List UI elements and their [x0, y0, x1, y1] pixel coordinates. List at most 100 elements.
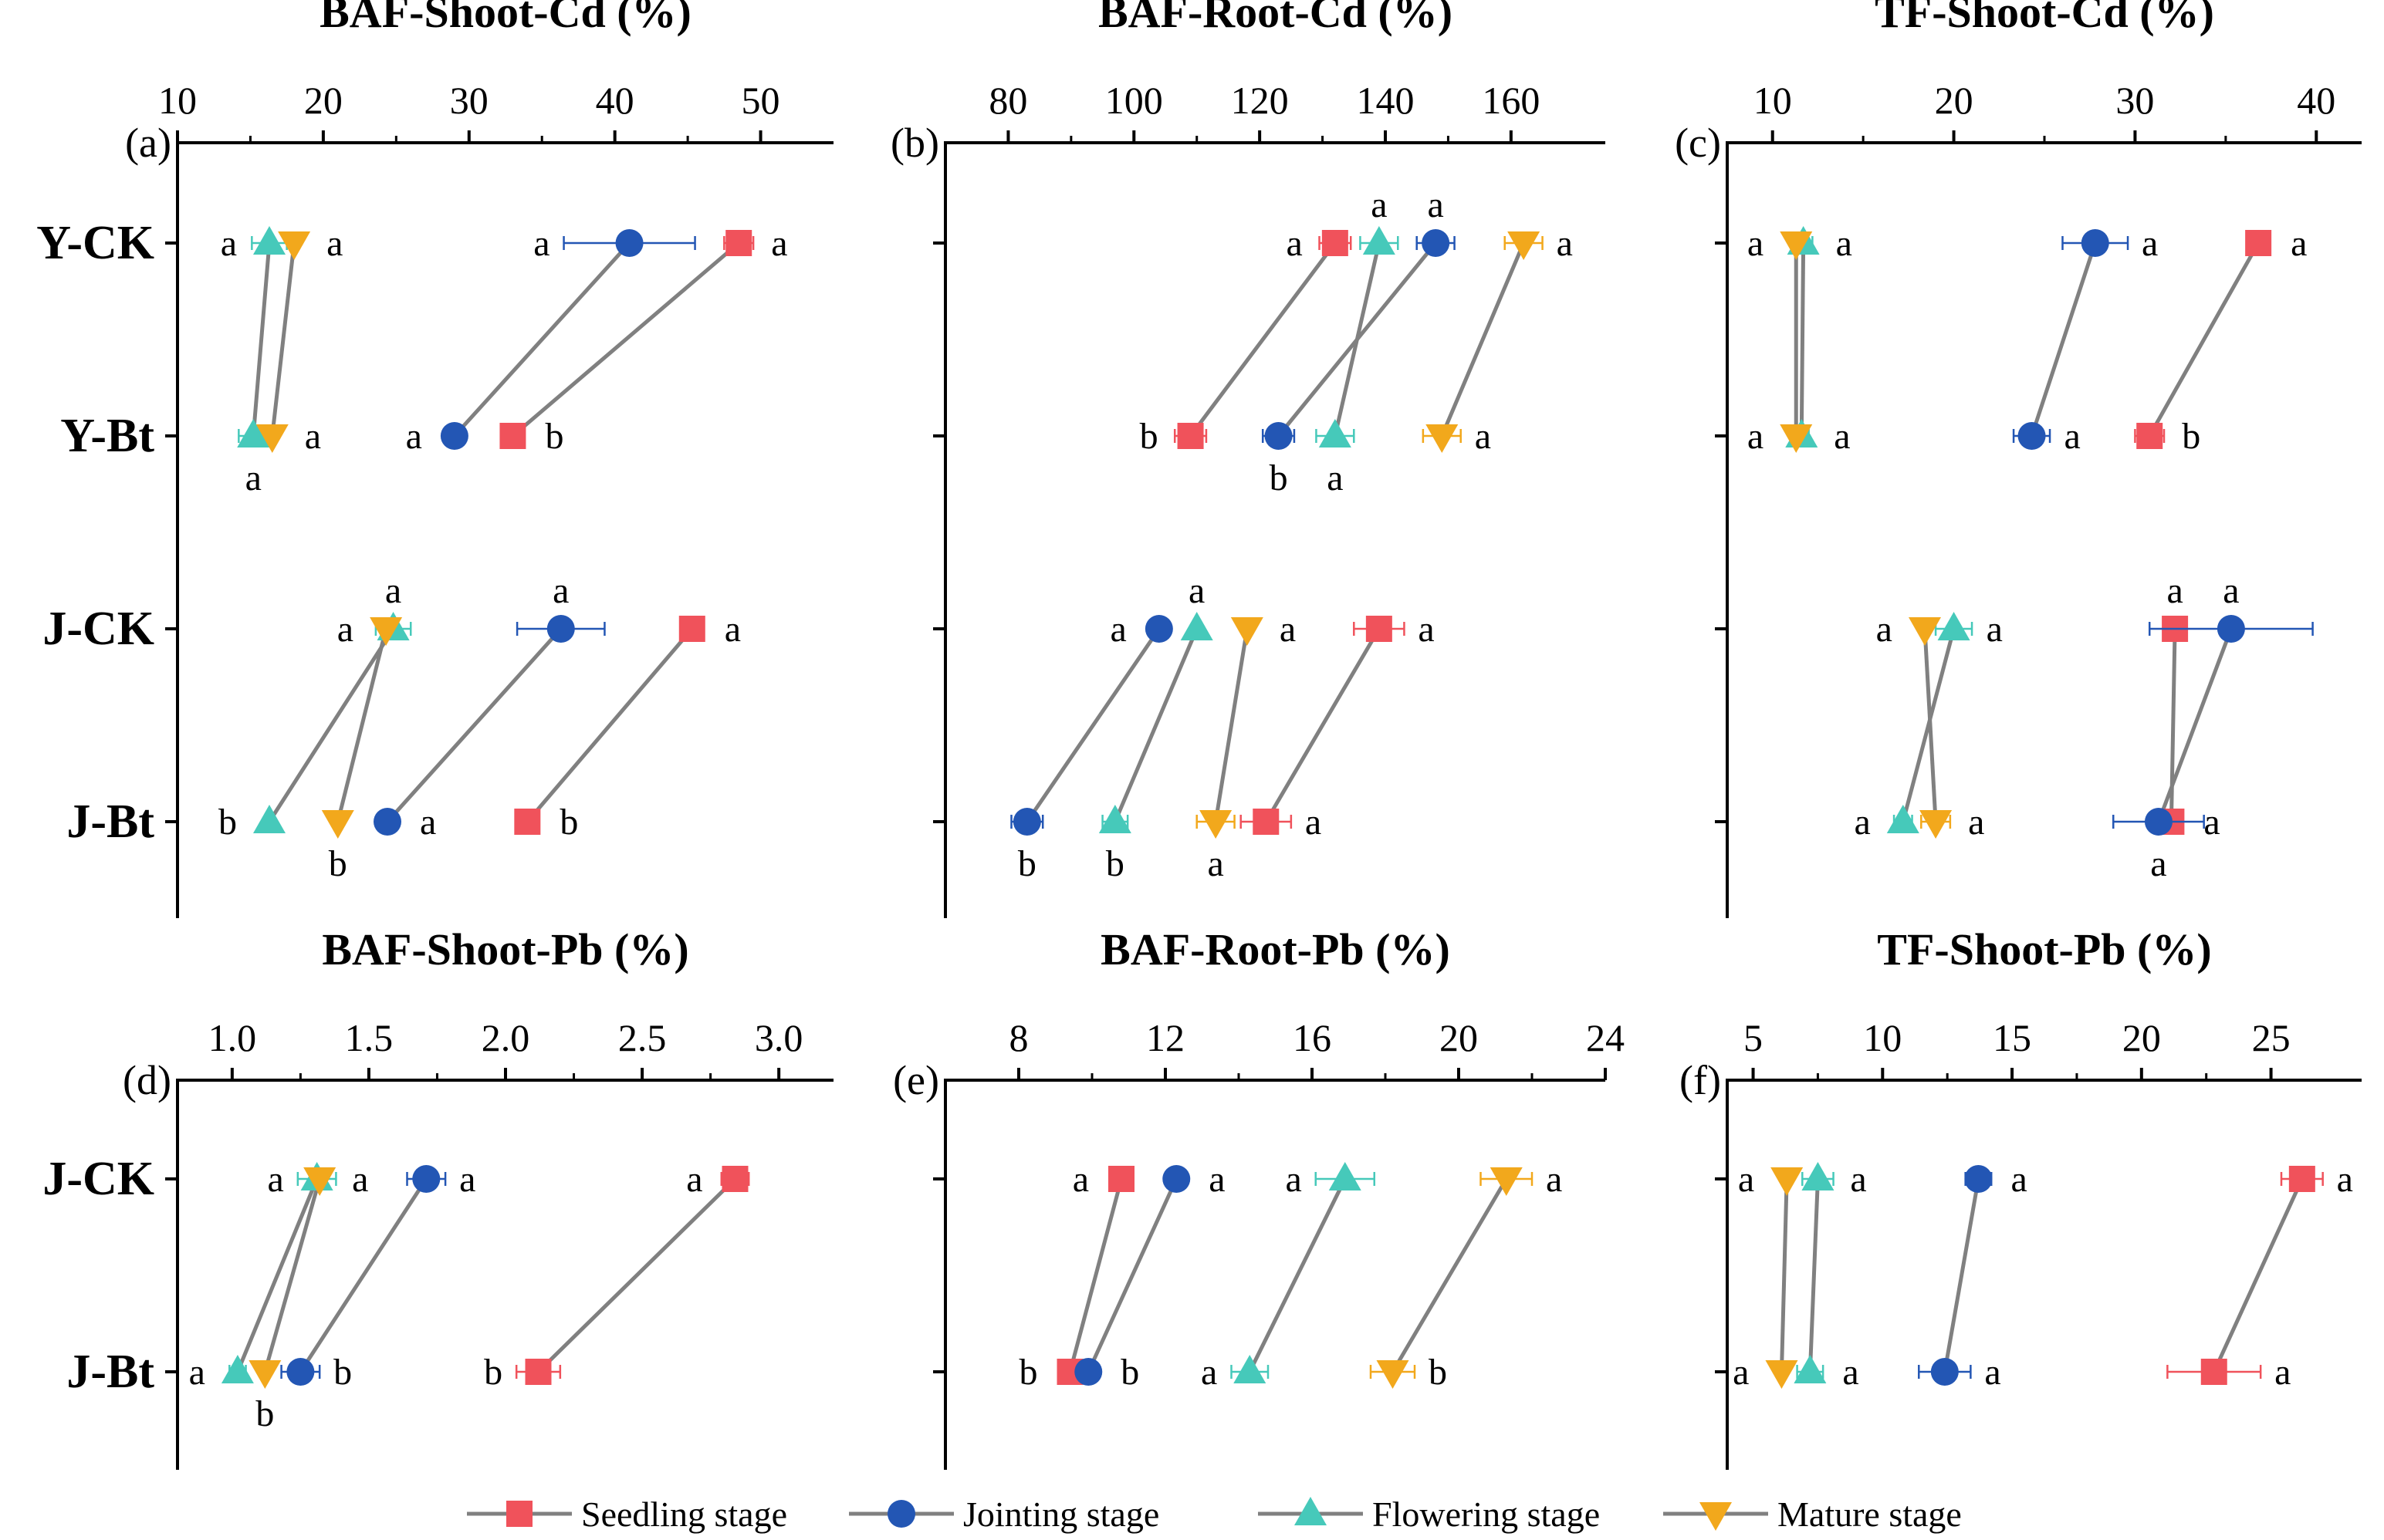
data-point-mature	[370, 617, 403, 646]
connector-line	[2156, 628, 2234, 822]
significance-letter: a	[1834, 416, 1850, 457]
significance-letter: a	[1427, 184, 1443, 225]
data-point-jointing	[2081, 229, 2109, 257]
x-tick-label: 20	[2122, 1016, 2161, 1059]
connector-line	[1391, 1177, 1508, 1373]
connector-line	[511, 241, 740, 437]
significance-letter: b	[484, 1352, 502, 1393]
x-tick-label: 10	[158, 79, 197, 122]
panel-c: TF-Shoot-Cd (%)(c)10 20 30 40abaaaaaaaaaaaa…	[1675, 0, 2362, 918]
legend: Seedling stage Jointing stage Flowering st…	[467, 1494, 1962, 1534]
significance-letter: a	[305, 416, 321, 457]
x-tick-label: 3.0	[755, 1016, 803, 1059]
x-tick-label: 20	[304, 79, 343, 122]
significance-letter: a	[1207, 843, 1223, 884]
connector-line	[1068, 1178, 1124, 1373]
significance-letter: a	[1189, 570, 1205, 611]
significance-letter: a	[1747, 223, 1763, 264]
significance-letter: b	[218, 802, 237, 843]
significance-letter: b	[545, 416, 563, 457]
panel-label: (e)	[893, 1057, 939, 1103]
x-tick-label: 10	[1753, 79, 1792, 122]
data-point-mature	[1425, 424, 1459, 453]
significance-letter: b	[1020, 1352, 1038, 1393]
data-point-mature	[1230, 617, 1263, 646]
connector-line	[1086, 1177, 1178, 1373]
significance-letter: a	[2223, 570, 2239, 611]
data-point-jointing	[412, 1165, 441, 1193]
x-tick-label: 2.5	[618, 1016, 667, 1059]
data-point-mature	[1507, 231, 1540, 260]
significance-letter: b	[255, 1393, 274, 1434]
significance-letter: b	[329, 843, 347, 884]
significance-letter: a	[1854, 802, 1870, 843]
data-point-mature	[278, 231, 311, 260]
x-tick-label: 120	[1231, 79, 1289, 122]
significance-letter: a	[1850, 1159, 1866, 1200]
connector-line	[386, 627, 563, 823]
data-point-flowering	[1180, 612, 1213, 640]
x-tick-label: 30	[450, 79, 489, 122]
data-point-jointing	[1074, 1358, 1103, 1386]
connector-line	[1213, 628, 1249, 822]
data-point-mature	[1908, 617, 1941, 646]
significance-letter: a	[245, 458, 262, 498]
data-point-mature	[249, 1360, 282, 1389]
data-point-jointing	[1422, 229, 1450, 257]
data-point-seedling	[1321, 230, 1348, 256]
significance-letter: a	[1201, 1352, 1217, 1393]
significance-letter: a	[1876, 609, 1892, 650]
significance-letter: b	[2182, 416, 2200, 457]
data-point-seedling	[1365, 616, 1392, 642]
significance-letter: a	[1557, 223, 1573, 264]
significance-letter: a	[1285, 1159, 1301, 1200]
data-point-seedling	[525, 1359, 552, 1385]
significance-letter: a	[221, 223, 237, 264]
panel-f: TF-Shoot-Pb (%) (f) 5 10 15 20 25 a a a a a a a a	[1679, 924, 2362, 1470]
data-point-seedling	[514, 809, 541, 835]
connector-line	[453, 241, 631, 437]
significance-letter: a	[2142, 223, 2158, 264]
significance-letter: b	[1018, 843, 1036, 884]
significance-letter: a	[1073, 1159, 1089, 1200]
connector-line	[1799, 242, 1806, 437]
data-point-mature	[1765, 1360, 1798, 1389]
significance-letter: a	[553, 570, 569, 611]
panel-title: TF-Shoot-Cd (%)	[1875, 0, 2214, 37]
significance-letter: a	[406, 416, 422, 457]
x-tick-label: 30	[2115, 79, 2154, 122]
significance-letter: a	[1842, 1352, 1858, 1393]
significance-letter: b	[1270, 458, 1288, 498]
data-point-jointing	[286, 1358, 315, 1386]
connector-line	[270, 242, 296, 437]
significance-letter: a	[1733, 1352, 1749, 1393]
connector-line	[336, 628, 388, 822]
panel-title: TF-Shoot-Pb (%)	[1877, 924, 2211, 974]
connector-line	[1025, 627, 1161, 823]
connector-line	[235, 1178, 319, 1373]
legend-item-jointing: Jointing stage	[849, 1494, 1159, 1534]
panel-label: (f)	[1679, 1057, 1721, 1103]
legend-marker	[506, 1501, 533, 1527]
data-point-flowering	[237, 419, 270, 447]
significance-letter: b	[560, 802, 578, 843]
data-point-jointing	[440, 422, 468, 450]
x-tick-label: 5	[1743, 1016, 1763, 1059]
connector-line	[1248, 1177, 1347, 1373]
significance-letter: a	[771, 223, 787, 264]
data-point-mature	[1919, 810, 1953, 839]
x-tick-label: 10	[1863, 1016, 1902, 1059]
data-point-mature	[1780, 424, 1813, 453]
significance-letter: a	[1475, 416, 1491, 457]
significance-letter: b	[1429, 1352, 1447, 1393]
significance-letter: a	[459, 1159, 475, 1200]
connector-line	[251, 242, 272, 437]
connector-line	[1189, 241, 1337, 437]
data-point-mature	[1770, 1167, 1804, 1196]
data-point-flowering	[253, 226, 286, 255]
panel-title: BAF-Shoot-Pb (%)	[322, 924, 688, 974]
significance-letter: a	[1984, 1352, 2000, 1393]
panel-title: BAF-Root-Pb (%)	[1101, 924, 1450, 974]
data-point-flowering	[221, 1355, 254, 1383]
significance-letter: a	[2166, 570, 2183, 611]
